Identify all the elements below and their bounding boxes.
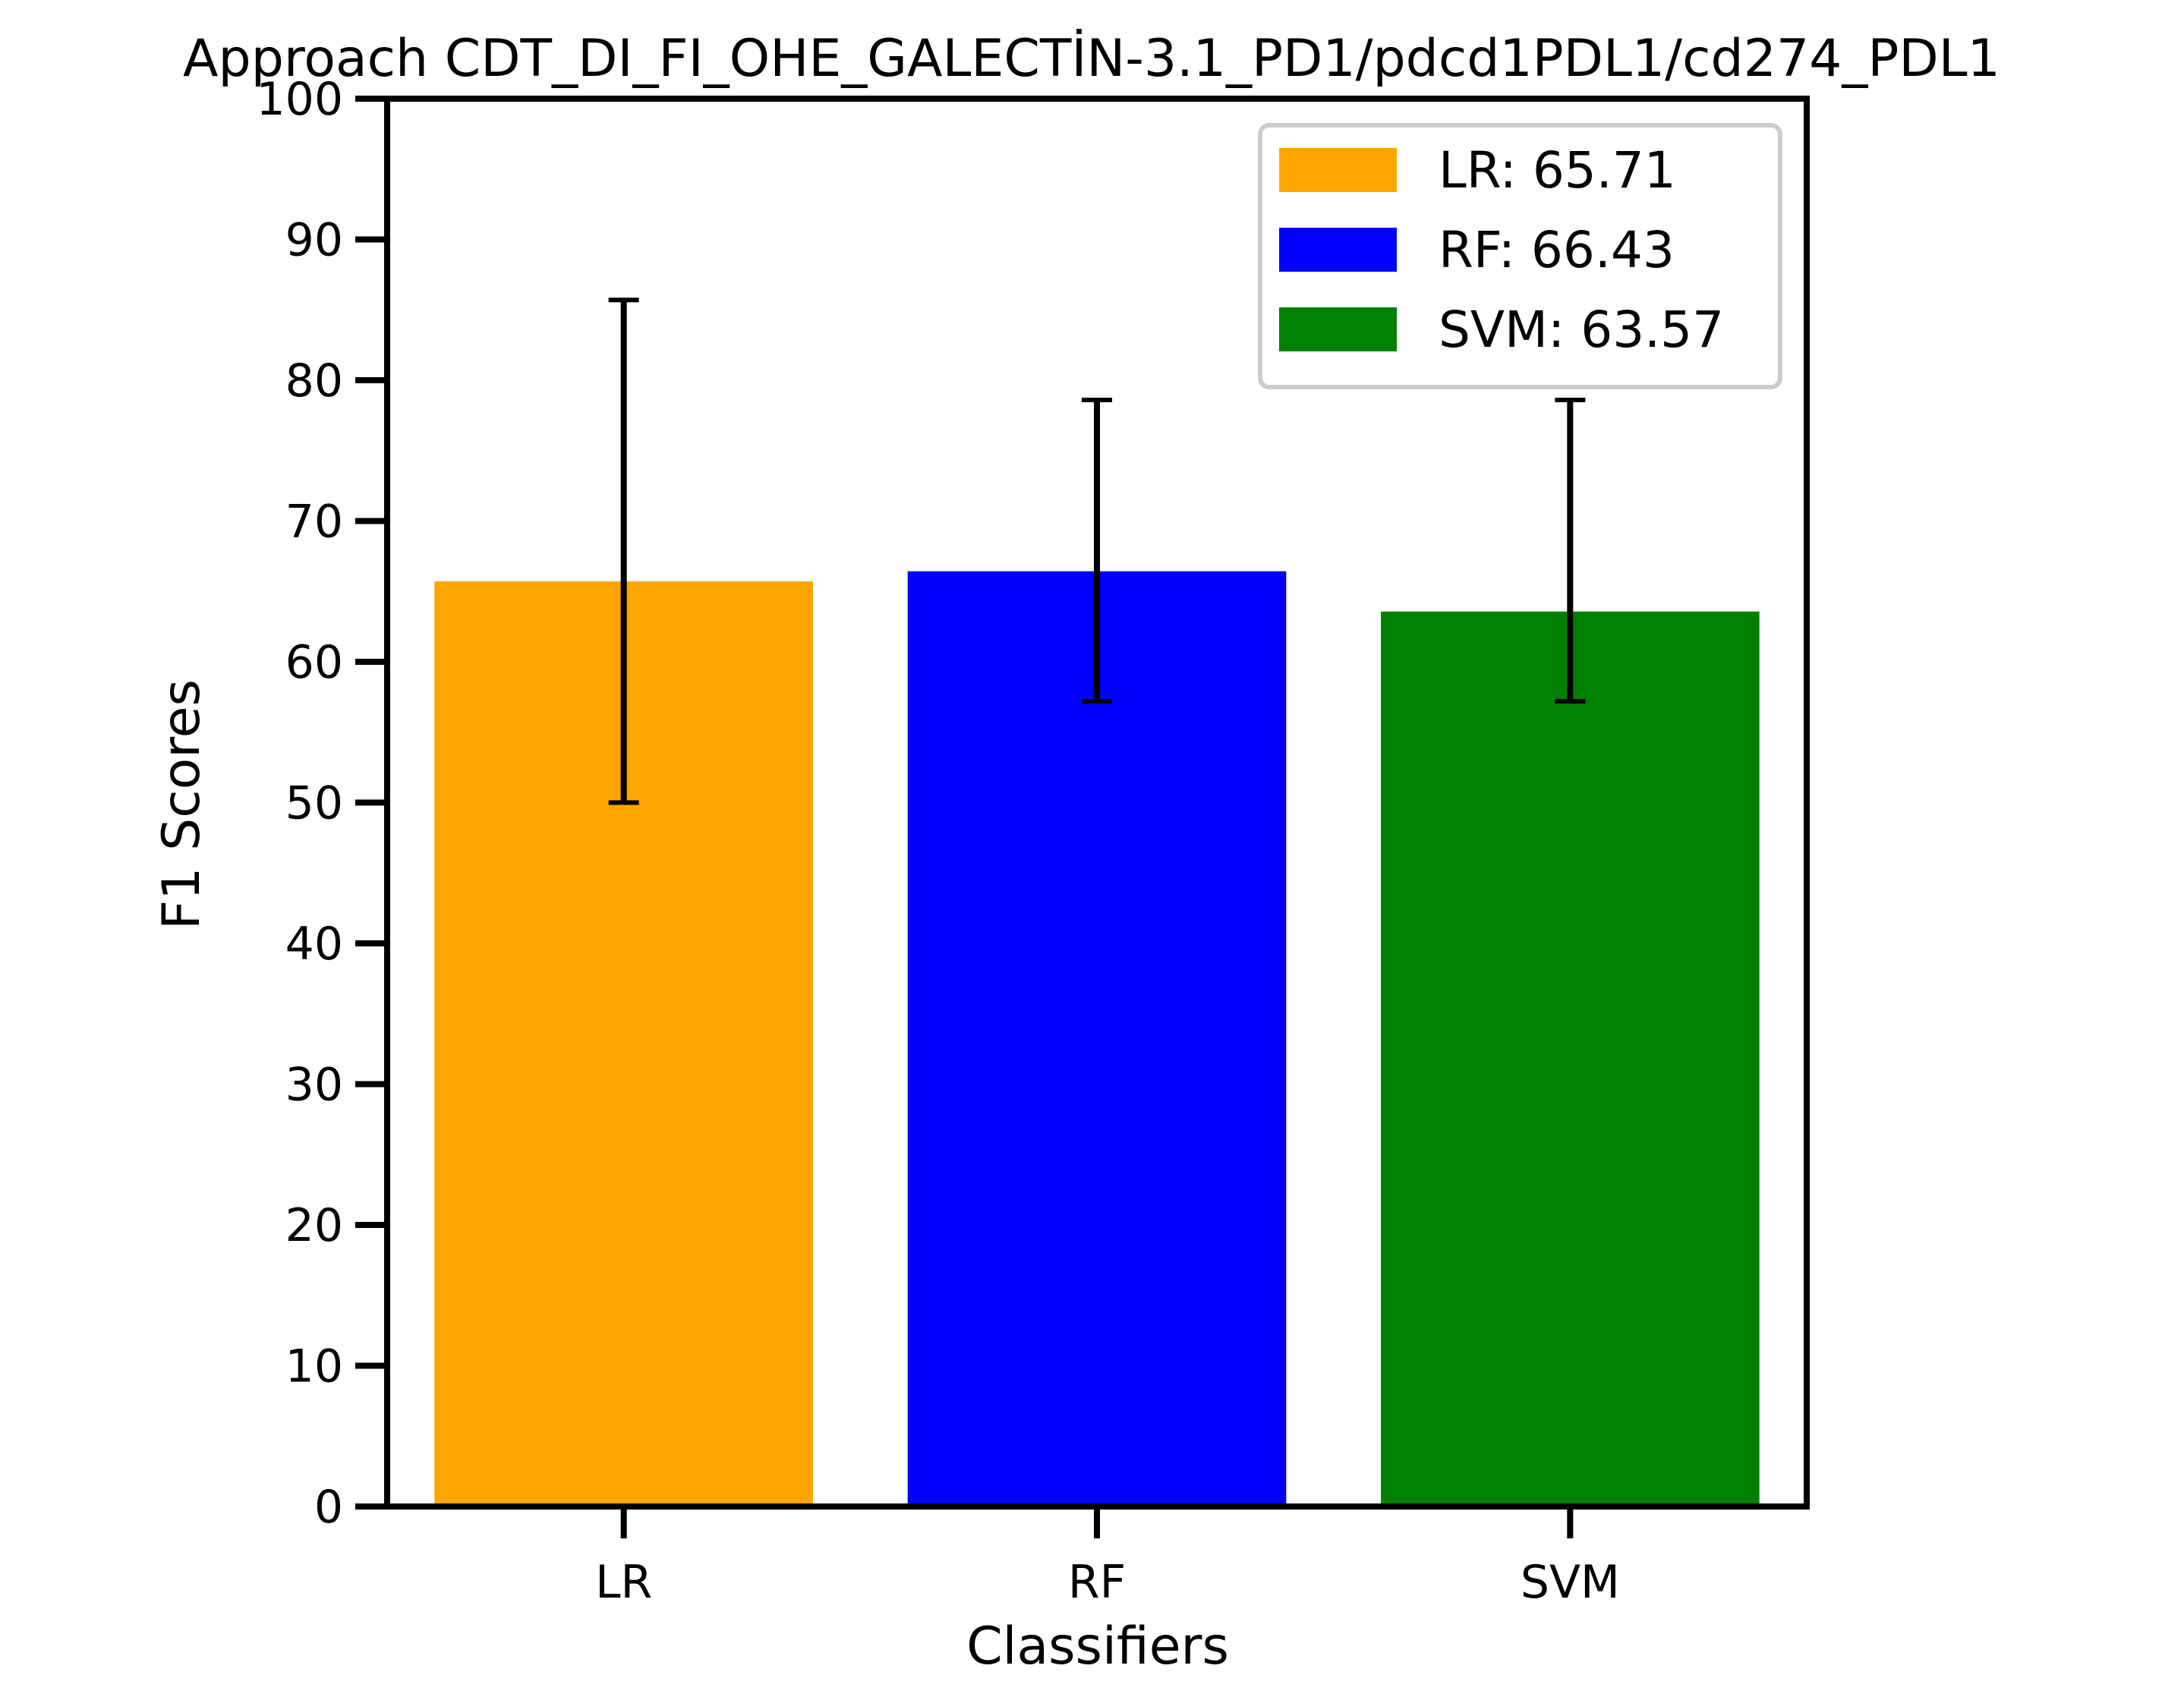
y-tick-label-10: 10: [285, 1340, 343, 1393]
y-tick-label-60: 60: [285, 636, 343, 689]
legend-swatch-rf: [1279, 228, 1397, 272]
y-tick-label-20: 20: [285, 1199, 343, 1252]
legend-label-rf: RF: 66.43: [1439, 221, 1675, 279]
y-axis: 0 10 20 30 40 50 60 70 80 90 100: [256, 73, 387, 1534]
y-tick-label-80: 80: [285, 354, 343, 408]
legend: LR: 65.71 RF: 66.43 SVM: 63.57: [1258, 123, 1782, 389]
y-tick-label-100: 100: [256, 73, 343, 126]
bar-svm: [1381, 611, 1760, 1507]
y-tick-label-50: 50: [285, 777, 343, 830]
legend-swatch-lr: [1279, 148, 1397, 192]
y-tick-label-40: 40: [285, 918, 343, 971]
y-tick-label-30: 30: [285, 1059, 343, 1112]
y-tick-label-90: 90: [285, 214, 343, 267]
legend-swatch-svm: [1279, 307, 1397, 351]
bars-group: [434, 571, 1760, 1507]
legend-label-lr: LR: 65.71: [1439, 141, 1676, 200]
x-tick-label-svm: SVM: [1521, 1556, 1620, 1609]
bar-rf: [907, 571, 1287, 1507]
y-axis-title: F1 Scores: [152, 679, 212, 930]
y-tick-label-0: 0: [314, 1481, 343, 1534]
x-tick-label-rf: RF: [1068, 1556, 1126, 1609]
y-tick-label-70: 70: [285, 496, 343, 549]
x-axis: LR RF SVM: [595, 1507, 1620, 1609]
x-axis-title: Classifiers: [966, 1617, 1229, 1677]
legend-label-svm: SVM: 63.57: [1439, 301, 1724, 359]
plot-frame: [384, 96, 1810, 1510]
error-bars-group: [608, 298, 1586, 805]
x-tick-label-lr: LR: [595, 1556, 652, 1609]
chart-title: Approach CDT_DI_FI_OHE_GALECTİN-3.1_PD1/…: [183, 29, 2000, 89]
